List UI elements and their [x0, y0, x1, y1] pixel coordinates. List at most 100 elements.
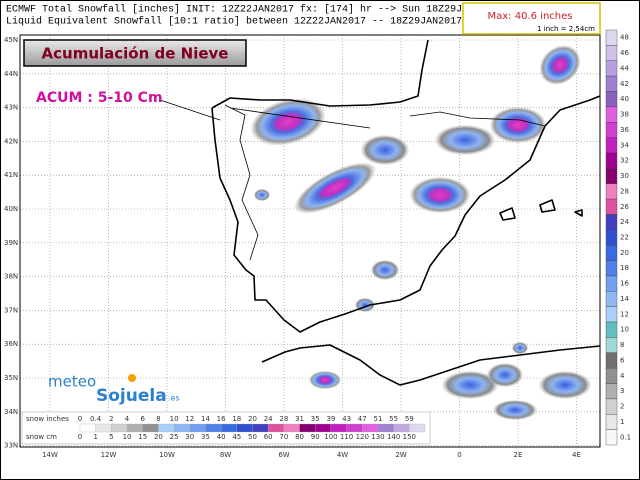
legend-cm: 1 [93, 433, 97, 441]
colorbar-cell [605, 337, 618, 353]
legend-cm: 0 [78, 433, 82, 441]
coastlines [159, 39, 601, 386]
legend-swatch [111, 423, 128, 433]
map-frame [19, 34, 601, 448]
legend-swatch [173, 423, 190, 433]
lon-label: 2E [514, 451, 523, 459]
legend-inches: 55 [389, 415, 398, 423]
legend-cm: 25 [170, 433, 179, 441]
legend-cm: 20 [154, 433, 163, 441]
lon-label: 4W [337, 451, 348, 459]
legend-inches: 2 [109, 415, 113, 423]
legend-swatch [268, 423, 285, 433]
lat-label: 45N [4, 36, 18, 44]
legend-swatch [283, 423, 300, 433]
lon-label: 12W [101, 451, 117, 459]
colorbar-cell [605, 367, 618, 384]
lat-label: 43N [4, 104, 18, 112]
legend-swatch [330, 423, 347, 433]
legend-inches: 16 [217, 415, 226, 423]
legend-cm: 140 [387, 433, 400, 441]
legend-inches: 0.4 [90, 415, 102, 423]
legend-inches: 10 [170, 415, 179, 423]
legend-inches: 20 [248, 415, 257, 423]
colorbar-cell [605, 383, 618, 400]
colorbar-label: 12 [620, 310, 629, 318]
colorbar-cell [605, 29, 618, 46]
colorbar-label: 48 [620, 34, 629, 42]
colorbar-label: 32 [620, 157, 629, 165]
legend-inches: 0 [78, 415, 82, 423]
colorbar-cell [605, 214, 618, 231]
colorbar-cell [605, 183, 618, 200]
legend-cm: 10 [123, 433, 132, 441]
legend-inches: 31 [295, 415, 304, 423]
lat-label: 42N [4, 137, 18, 145]
legend-inches: 18 [232, 415, 241, 423]
colorbar-label: 0.1 [620, 433, 631, 441]
colorbar-label: 4 [620, 372, 625, 380]
colorbar-cell [605, 414, 618, 430]
legend-inches: 8 [156, 415, 160, 423]
legend-cm: 90 [311, 433, 320, 441]
lon-label: 0 [457, 451, 461, 459]
colorbar-cell [605, 122, 618, 138]
max-value: Max: 40.6 inches [488, 11, 573, 22]
colorbar-label: 44 [620, 64, 629, 72]
lat-label: 33N [4, 442, 18, 450]
snow-areas [250, 45, 591, 420]
colorbar-cell [605, 291, 618, 307]
legend-swatch [377, 423, 394, 433]
legend-swatch [362, 423, 379, 433]
legend-cm: 5 [109, 433, 113, 441]
legend-inches: 14 [201, 415, 210, 423]
header-line: Liquid Equivalent Snowfall [10:1 ratio] … [6, 16, 462, 28]
legend-cm: 110 [340, 433, 353, 441]
legend-swatch [393, 423, 410, 433]
lat-label: 34N [4, 408, 18, 416]
legend-cm: 30 [185, 433, 194, 441]
lat-label: 39N [4, 239, 18, 247]
colorbar-cell [605, 244, 618, 261]
legend-cm: 130 [371, 433, 384, 441]
colorbar: 4846444240383634323028262422201816141210… [605, 29, 631, 446]
colorbar-cell [605, 91, 618, 108]
legend-inches: 43 [342, 415, 351, 423]
colorbar-cell [605, 260, 618, 277]
colorbar-label: 46 [620, 49, 629, 57]
legend-label: snow cm [26, 433, 57, 441]
legend-inches: 4 [125, 415, 130, 423]
legend-swatch [236, 423, 253, 433]
colorbar-label: 20 [620, 249, 629, 257]
colorbar-label: 18 [620, 264, 629, 272]
conversion: 1 inch = 2,54cm [537, 25, 595, 33]
colorbar-label: 14 [620, 295, 629, 303]
legend-swatch [409, 423, 426, 433]
colorbar-label: 40 [620, 95, 629, 103]
legend-swatch [79, 423, 96, 433]
legend-cm: 35 [201, 433, 210, 441]
legend-cm: 150 [403, 433, 416, 441]
title-box [23, 39, 247, 67]
legend-swatch [315, 423, 332, 433]
colorbar-label: 3 [620, 387, 624, 395]
colorbar-label: 38 [620, 111, 629, 119]
legend-inches: 39 [326, 415, 335, 423]
legend-inches: 6 [140, 415, 145, 423]
colorbar-cell [605, 275, 618, 292]
legend-cm: 120 [356, 433, 369, 441]
legend-cm: 70 [279, 433, 288, 441]
legend-swatch [299, 423, 316, 433]
legend-inches: 28 [279, 415, 288, 423]
lat-label: 44N [4, 70, 18, 78]
lat-label: 37N [4, 306, 18, 314]
legend-swatch [158, 423, 175, 433]
colorbar-cell [605, 45, 618, 61]
legend-swatch [252, 423, 269, 433]
legend-cm: 40 [217, 433, 226, 441]
legend-cm: 15 [138, 433, 147, 441]
colorbar-label: 42 [620, 80, 629, 88]
legend-swatch [189, 423, 206, 433]
